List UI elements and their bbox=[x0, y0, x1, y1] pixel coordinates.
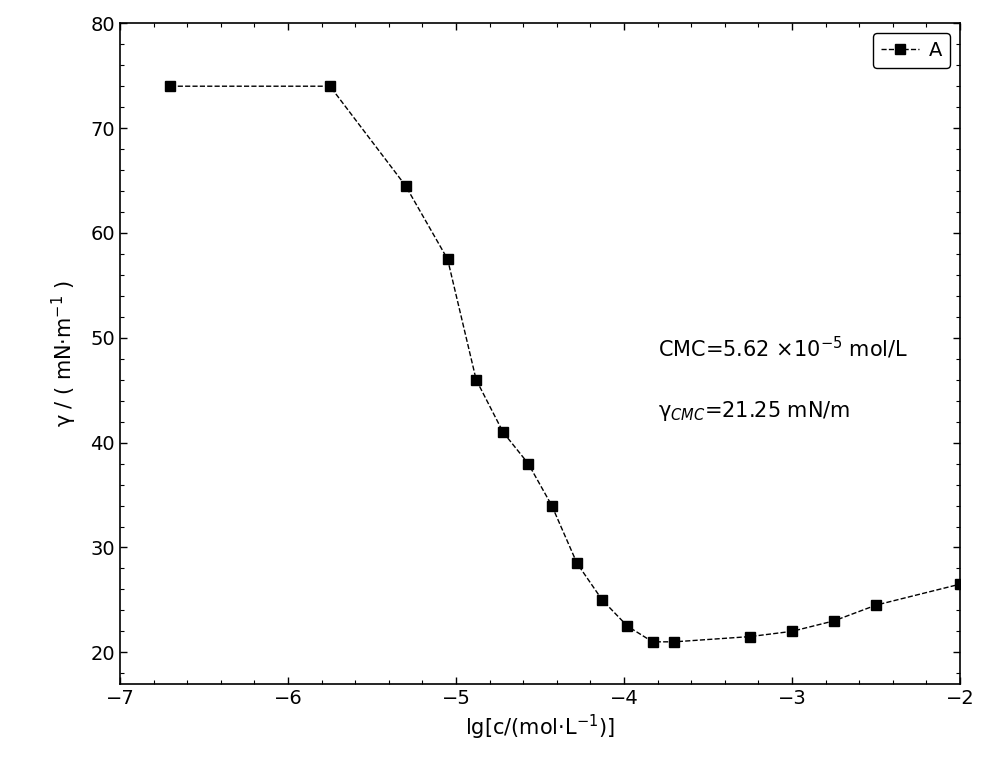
A bbox=[442, 255, 454, 264]
A bbox=[400, 181, 412, 190]
A bbox=[668, 637, 680, 646]
A bbox=[164, 82, 176, 91]
X-axis label: lg[c/(mol·L$^{-1}$)]: lg[c/(mol·L$^{-1}$)] bbox=[465, 713, 615, 742]
A bbox=[954, 580, 966, 589]
A bbox=[522, 459, 534, 469]
Text: CMC=5.62 ×10$^{-5}$ mol/L: CMC=5.62 ×10$^{-5}$ mol/L bbox=[658, 335, 908, 361]
A bbox=[571, 559, 583, 568]
A bbox=[786, 627, 798, 636]
A bbox=[647, 637, 659, 646]
A bbox=[470, 375, 482, 385]
Line: A: A bbox=[166, 82, 965, 646]
A bbox=[621, 622, 633, 631]
A bbox=[828, 616, 840, 625]
Legend: A: A bbox=[873, 33, 950, 68]
A bbox=[324, 82, 336, 91]
A bbox=[497, 427, 509, 437]
A bbox=[546, 501, 558, 510]
A bbox=[596, 595, 608, 605]
Text: γ$_{CMC}$=21.25 mN/m: γ$_{CMC}$=21.25 mN/m bbox=[658, 399, 850, 423]
A bbox=[744, 632, 756, 641]
A bbox=[870, 601, 882, 610]
Y-axis label: γ / ( mN·m$^{-1}$ ): γ / ( mN·m$^{-1}$ ) bbox=[50, 280, 79, 427]
